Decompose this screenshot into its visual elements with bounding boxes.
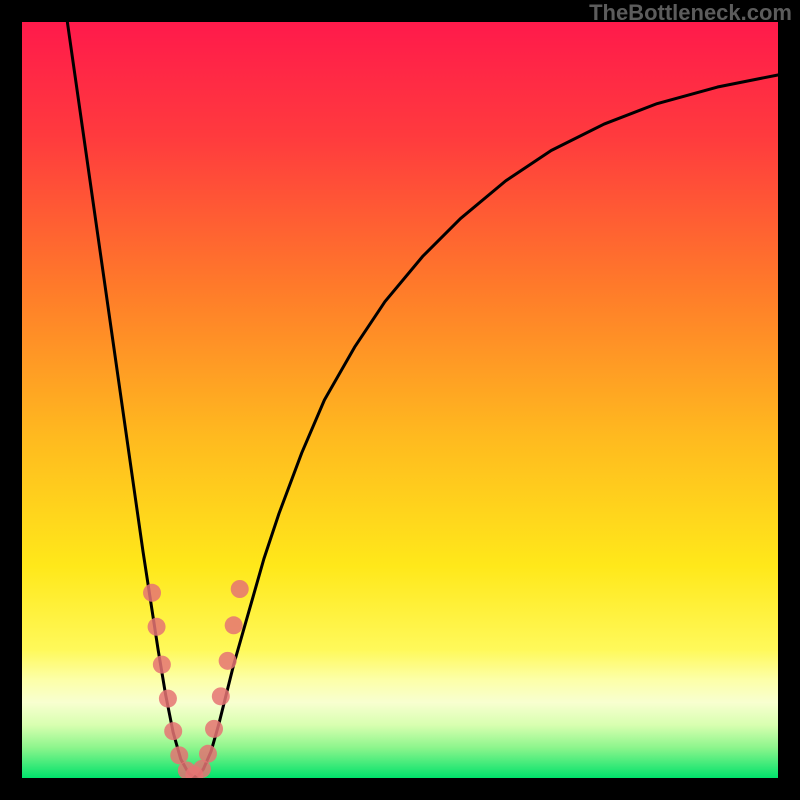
marker-point <box>205 720 223 738</box>
marker-point <box>225 616 243 634</box>
curve-left-path <box>67 22 193 777</box>
marker-point <box>143 584 161 602</box>
watermark-text: TheBottleneck.com <box>589 0 792 26</box>
marker-point <box>219 652 237 670</box>
curve-right-path <box>194 75 778 777</box>
curve-right <box>194 75 778 777</box>
frame-right <box>778 0 800 800</box>
marker-point <box>164 722 182 740</box>
marker-point <box>199 745 217 763</box>
marker-point <box>153 656 171 674</box>
chart-canvas: TheBottleneck.com <box>0 0 800 800</box>
plot-area <box>22 22 778 778</box>
marker-point <box>212 687 230 705</box>
curve-left <box>67 22 193 777</box>
marker-point <box>148 618 166 636</box>
chart-svg <box>22 22 778 778</box>
frame-bottom <box>0 778 800 800</box>
marker-point <box>159 690 177 708</box>
marker-group <box>143 580 249 778</box>
marker-point <box>231 580 249 598</box>
frame-left <box>0 0 22 800</box>
